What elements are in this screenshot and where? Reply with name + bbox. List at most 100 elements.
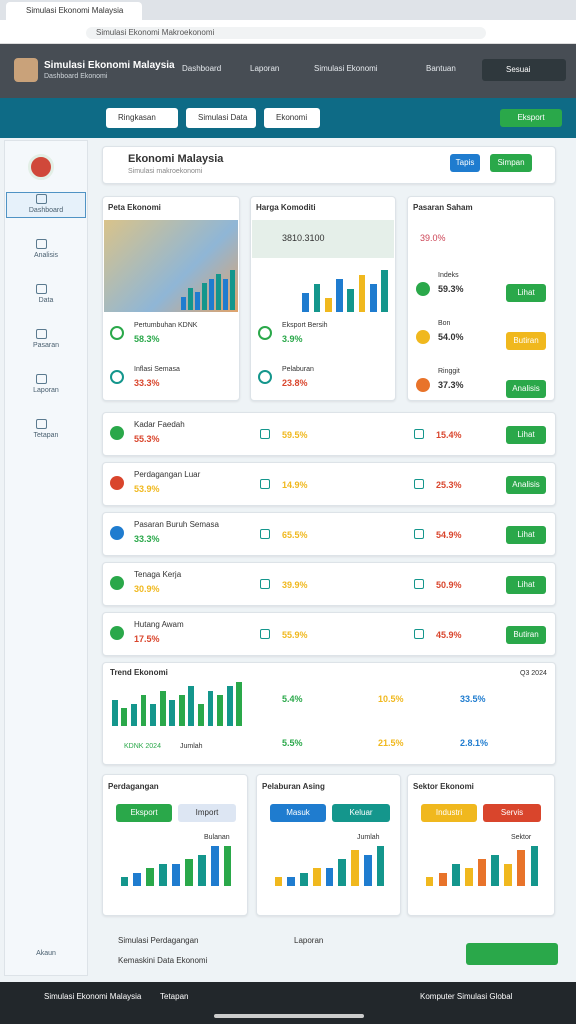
- bar: [491, 854, 500, 886]
- header-link[interactable]: Dashboard: [182, 64, 222, 73]
- stat-icon: [416, 378, 430, 392]
- sidebar-item[interactable]: Pasaran: [32, 342, 60, 349]
- taskbar-app[interactable]: Simulasi Ekonomi Malaysia: [44, 992, 142, 1001]
- bar: [338, 859, 347, 886]
- row-item-icon: [414, 579, 424, 589]
- bar: [209, 278, 214, 310]
- footer-link[interactable]: Laporan: [294, 936, 324, 945]
- button[interactable]: Butiran: [506, 626, 546, 644]
- sidebar-item[interactable]: Data: [38, 297, 54, 304]
- button[interactable]: Lihat: [506, 576, 546, 594]
- stat-value: 59.3%: [438, 284, 464, 294]
- stat-icon: [110, 370, 124, 384]
- bar: [197, 854, 206, 886]
- trend-stat: 2.8.1%: [460, 738, 489, 748]
- trend-stat: 10.5%: [378, 694, 404, 704]
- bar: [287, 877, 295, 886]
- row: [102, 462, 556, 506]
- sidebar-icon: [36, 329, 47, 339]
- sidebar-footer[interactable]: Akaun: [36, 950, 56, 957]
- stat-icon: [416, 282, 430, 296]
- sidebar-item[interactable]: Laporan: [33, 387, 59, 394]
- toolbar-tab[interactable]: Simulasi Data: [186, 108, 256, 128]
- bar: [223, 278, 228, 310]
- button[interactable]: Lihat: [506, 284, 546, 302]
- sidebar-item[interactable]: Analisis: [33, 252, 59, 259]
- bar: [438, 872, 447, 886]
- button[interactable]: Eksport: [116, 804, 172, 822]
- button[interactable]: Servis: [483, 804, 541, 822]
- row-value: 53.9%: [134, 484, 160, 494]
- button[interactable]: Butiran: [506, 332, 546, 350]
- toolbar-tab[interactable]: Ringkasan: [106, 108, 178, 128]
- header-link[interactable]: Laporan: [250, 64, 280, 73]
- bar: [195, 292, 200, 310]
- bar: [226, 686, 233, 726]
- header-link[interactable]: Simulasi Ekonomi: [314, 64, 378, 73]
- button[interactable]: Lihat: [506, 426, 546, 444]
- bar: [121, 708, 128, 726]
- chart-card: [256, 774, 401, 916]
- bar: [133, 872, 142, 886]
- row-value: 33.3%: [134, 534, 160, 544]
- stat-value: 54.0%: [438, 332, 464, 342]
- trend-card: [102, 662, 556, 765]
- row-item: 14.9%: [282, 480, 308, 490]
- row: [102, 562, 556, 606]
- button[interactable]: Import: [178, 804, 236, 822]
- bar: [169, 699, 176, 726]
- headline: 3810.3100: [282, 233, 325, 243]
- tab: [6, 2, 142, 20]
- row-label: Hutang Awam: [134, 620, 184, 629]
- taskbar-right[interactable]: Komputer Simulasi Global: [420, 992, 513, 1001]
- row: [102, 512, 556, 556]
- chart-note: Sektor: [511, 834, 532, 841]
- button[interactable]: Masuk: [270, 804, 326, 822]
- button[interactable]: Eksport: [500, 109, 562, 127]
- row-icon: [110, 526, 124, 540]
- chart-title: Perdagangan: [108, 782, 159, 791]
- button[interactable]: Tapis: [450, 154, 480, 172]
- tab-bar: [0, 0, 576, 20]
- user-button[interactable]: Sesuai: [482, 59, 566, 81]
- footer-link[interactable]: Simulasi Perdagangan: [118, 936, 199, 945]
- bar: [312, 868, 321, 886]
- button[interactable]: Lihat: [506, 526, 546, 544]
- button[interactable]: Keluar: [332, 804, 390, 822]
- bar: [217, 695, 223, 726]
- sidebar-item[interactable]: Tetapan: [33, 432, 59, 439]
- row-label: Perdagangan Luar: [134, 470, 201, 479]
- bar: [172, 863, 180, 886]
- row-item-icon: [414, 629, 424, 639]
- bar: [336, 279, 343, 312]
- bar: [223, 846, 232, 886]
- sidebar-icon: [36, 194, 47, 204]
- bar: [369, 284, 377, 312]
- header-link[interactable]: Bantuan: [426, 64, 456, 73]
- taskbar-item[interactable]: Tetapan: [160, 992, 189, 1001]
- row-item-icon: [414, 429, 424, 439]
- button[interactable]: Industri: [421, 804, 477, 822]
- row-label: Kadar Faedah: [134, 420, 185, 429]
- sidebar-item[interactable]: Dashboard: [28, 207, 64, 214]
- row-label: Pasaran Buruh Semasa: [134, 520, 219, 529]
- chart-card: [102, 774, 248, 916]
- chart-card: [407, 774, 555, 916]
- button[interactable]: Analisis: [506, 380, 546, 398]
- bar: [451, 863, 460, 886]
- chart-note: Jumlah: [357, 834, 380, 841]
- bar: [202, 283, 207, 310]
- row-icon: [110, 576, 124, 590]
- footer-action: [466, 943, 558, 965]
- url[interactable]: Simulasi Ekonomi Makroekonomi: [86, 27, 486, 39]
- trend-stat: 33.5%: [460, 694, 486, 704]
- button[interactable]: Analisis: [506, 476, 546, 494]
- row-item-icon: [260, 579, 270, 589]
- row-item: 59.5%: [282, 430, 308, 440]
- button[interactable]: Simpan: [490, 154, 532, 172]
- bar: [159, 690, 166, 726]
- footer-link[interactable]: Kemaskini Data Ekonomi: [118, 956, 208, 965]
- stat-icon: [258, 370, 272, 384]
- toolbar-tab[interactable]: Ekonomi: [264, 108, 320, 128]
- row: [102, 412, 556, 456]
